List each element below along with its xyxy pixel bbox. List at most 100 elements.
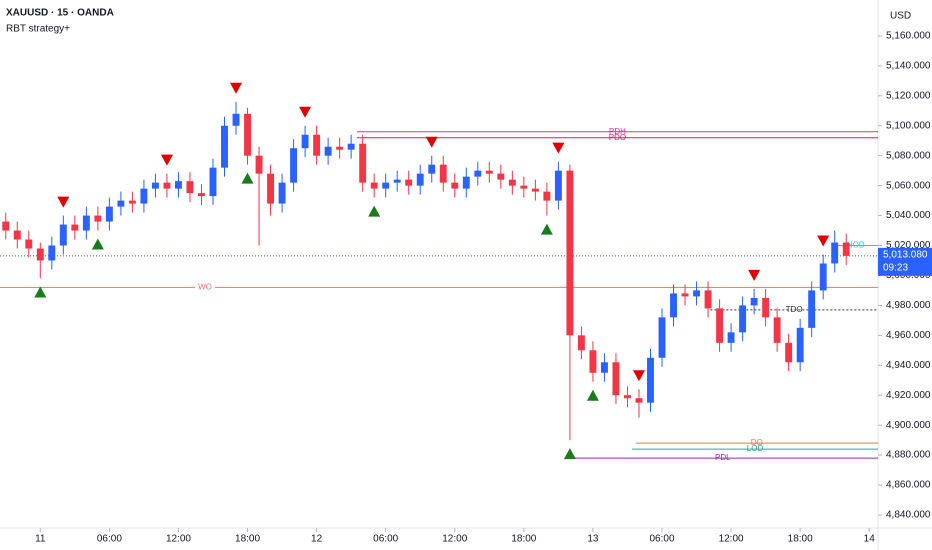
countdown-label: 09:23	[883, 263, 908, 274]
last-price-box	[878, 247, 932, 276]
candle-body	[405, 179, 413, 186]
level-label: LOD	[747, 444, 764, 453]
level-label: PDO	[609, 133, 626, 142]
candle-body	[739, 305, 747, 333]
candle-body	[543, 191, 551, 201]
chart-title: XAUUSD · 15 · OANDA	[6, 8, 114, 19]
candle-body	[508, 179, 516, 186]
candle-body	[831, 242, 839, 264]
sell-signal	[425, 136, 438, 148]
y-tick-label: 5,160.000	[886, 31, 931, 42]
buy-signal	[368, 205, 381, 217]
candle-body	[48, 245, 56, 261]
y-tick-label: 4,920.000	[886, 390, 931, 401]
y-tick-label: 4,940.000	[886, 360, 931, 371]
sell-signal	[230, 82, 243, 94]
y-tick-label: 5,060.000	[886, 180, 931, 191]
level-label: DO	[751, 438, 763, 447]
candle-body	[359, 143, 367, 183]
candle-body	[842, 242, 850, 256]
candle-body	[140, 188, 148, 204]
candle-body	[36, 248, 44, 261]
candle-body	[175, 181, 182, 189]
level-label: PDL	[715, 453, 731, 462]
x-tick-label: 14	[864, 534, 876, 545]
candle-body	[693, 290, 700, 297]
y-tick-label: 4,900.000	[886, 420, 931, 431]
x-tick-label: 12	[311, 534, 323, 545]
buy-signal	[586, 389, 599, 401]
x-tick-label: 06:00	[373, 534, 398, 545]
candle-body	[25, 239, 33, 249]
candle-body	[382, 182, 390, 189]
candle-body	[255, 155, 263, 174]
buy-signal	[241, 172, 254, 184]
candle-body	[819, 263, 827, 291]
x-tick-label: 12:00	[719, 534, 744, 545]
sell-signal	[299, 106, 312, 118]
candle-body	[416, 173, 424, 186]
sell-signal	[748, 269, 761, 281]
x-tick-label: 18:00	[511, 534, 536, 545]
y-tick-label: 4,980.000	[886, 300, 931, 311]
candle-body	[232, 113, 240, 126]
x-tick-label: 13	[587, 534, 599, 545]
candle-body	[600, 362, 608, 373]
candle-body	[589, 350, 597, 373]
candle-body	[128, 200, 136, 204]
y-tick-label: 4,840.000	[886, 510, 931, 521]
candle-body	[163, 182, 171, 189]
x-tick-label: 12:00	[442, 534, 467, 545]
level-label-bg	[195, 282, 215, 293]
candle-body	[681, 293, 689, 297]
candle-body	[428, 164, 436, 174]
candle-body	[624, 395, 631, 399]
sell-signal	[160, 154, 173, 166]
candle-body	[635, 398, 643, 403]
candle-body	[2, 221, 10, 231]
x-tick-label: 06:00	[97, 534, 122, 545]
buy-signal	[91, 238, 104, 250]
candle-body	[244, 113, 251, 156]
candle-body	[71, 224, 79, 231]
x-tick-label: 18:00	[788, 534, 813, 545]
candle-body	[704, 290, 712, 309]
candle-body	[117, 200, 125, 207]
y-tick-label: 4,960.000	[886, 330, 931, 341]
x-tick-label: 12:00	[166, 534, 191, 545]
candle-body	[485, 170, 493, 174]
candle-body	[290, 148, 298, 183]
candle-body	[451, 182, 459, 189]
candle-body	[313, 134, 321, 156]
last-price-label: 5,013.080	[883, 250, 928, 261]
buy-signal	[34, 286, 47, 298]
candle-body	[209, 167, 217, 197]
sell-signal	[817, 235, 830, 247]
candle-body	[762, 297, 770, 318]
indicator-name: RBT strategy+	[6, 24, 70, 35]
candle-body	[554, 170, 562, 201]
candle-body	[301, 134, 309, 149]
candle-body	[474, 170, 482, 177]
candle-body	[105, 206, 113, 222]
candle-body	[716, 308, 724, 343]
y-tick-label: 5,120.000	[886, 90, 931, 101]
level-label: WO	[198, 283, 212, 292]
candle-body	[577, 335, 585, 351]
y-tick-label: 5,040.000	[886, 210, 931, 221]
candle-body	[439, 164, 447, 183]
x-tick-label: 06:00	[649, 534, 674, 545]
x-tick-label: 18:00	[235, 534, 260, 545]
y-tick-label: 5,140.000	[886, 61, 931, 72]
candle-body	[347, 143, 355, 150]
candle-body	[785, 342, 793, 363]
candle-body	[773, 317, 781, 343]
y-tick-label: 5,080.000	[886, 150, 931, 161]
buy-signal	[563, 448, 576, 460]
candle-body	[531, 188, 539, 192]
candle-body	[198, 193, 205, 197]
candle-body	[336, 146, 344, 150]
candle-body	[278, 182, 286, 204]
